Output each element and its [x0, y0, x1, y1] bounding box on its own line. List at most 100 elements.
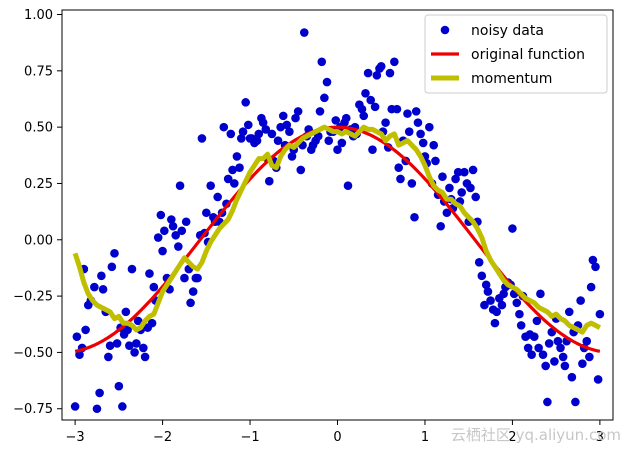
scatter-point — [588, 255, 598, 265]
x-tick-label: 2 — [508, 430, 516, 445]
scatter-point — [92, 404, 102, 414]
scatter-point — [558, 352, 568, 362]
scatter-point — [582, 336, 592, 346]
scatter-point — [81, 325, 90, 335]
plot-area — [70, 28, 605, 414]
legend-box — [424, 14, 608, 94]
scatter-point — [243, 120, 253, 130]
scatter-point — [385, 68, 395, 78]
scatter-point — [438, 172, 447, 181]
scatter-point — [381, 118, 390, 127]
scatter-point — [167, 215, 176, 224]
scatter-point — [206, 181, 215, 191]
scatter-point — [453, 167, 463, 177]
scatter-point — [149, 282, 159, 292]
scatter-point — [357, 104, 367, 114]
scatter-point — [186, 298, 195, 308]
scatter-point — [254, 129, 264, 139]
scatter-point — [322, 77, 332, 87]
scatter-point — [516, 321, 526, 330]
y-tick-label: 0.00 — [24, 233, 53, 248]
plot-series-group — [70, 28, 605, 414]
scatter-point — [436, 221, 446, 231]
scatter-point — [252, 136, 262, 145]
scatter-point — [593, 375, 603, 384]
scatter-point — [359, 111, 369, 121]
scatter-point — [139, 343, 148, 353]
scatter-point — [390, 57, 399, 67]
scatter-point — [480, 300, 489, 310]
scatter-point — [287, 152, 297, 161]
scatter-point — [293, 107, 303, 116]
scatter-point — [282, 120, 292, 130]
y-tick-label: 1.00 — [24, 8, 53, 23]
y-tick-label: 0.50 — [24, 121, 53, 136]
x-tick-label: 0 — [333, 430, 341, 445]
scatter-point — [490, 318, 500, 328]
scatter-point — [72, 332, 82, 341]
scatter-point — [396, 174, 405, 184]
scatter-point — [197, 134, 207, 143]
scatter-point — [168, 221, 178, 231]
scatter-point — [156, 210, 166, 220]
scatter-point — [567, 372, 577, 382]
scatter-point — [410, 212, 419, 222]
scatter-point — [235, 163, 244, 172]
scatter-point — [411, 107, 421, 116]
scatter-point — [532, 316, 542, 326]
scatter-point — [404, 127, 414, 136]
x-tick-label: −1 — [240, 430, 259, 445]
scatter-point — [337, 138, 347, 148]
axes: −3 −2 −1 0 1 2 3 −0.75 −0.50 −0.25 0.00 0.25 0.50 0.7… — [13, 8, 614, 445]
scatter-point — [515, 309, 524, 319]
scatter-point — [586, 282, 596, 292]
scatter-point — [158, 246, 167, 256]
y-tick-label: −0.75 — [13, 402, 53, 417]
scatter-point — [75, 350, 84, 359]
legend-label: original function — [471, 47, 585, 63]
scatter-point — [451, 174, 460, 184]
watermark: 云栖社区 yq.aliyun.com — [450, 426, 621, 444]
momentum-line — [72, 124, 602, 335]
scatter-point — [160, 226, 169, 236]
scatter-point — [372, 71, 382, 80]
scatter-point — [418, 138, 428, 148]
scatter-point — [180, 273, 189, 283]
scatter-point — [278, 111, 288, 121]
scatter-point — [560, 361, 570, 371]
scatter-point — [553, 336, 563, 346]
scatter-point — [121, 307, 131, 317]
scatter-point — [477, 271, 487, 281]
scatter-point — [264, 176, 274, 186]
scatter-point — [445, 183, 454, 193]
scatter-point — [392, 104, 402, 114]
y-tick-label: −0.25 — [13, 290, 53, 305]
scatter-point — [341, 113, 351, 123]
scatter-point — [407, 179, 417, 188]
scatter-point — [499, 289, 508, 299]
x-tick-label: 3 — [596, 430, 604, 445]
scatter-point — [228, 165, 237, 175]
legend-label: noisy data — [471, 23, 544, 39]
scatter-point — [585, 352, 594, 362]
legend-label: momentum — [471, 71, 552, 87]
scatter-point — [331, 116, 341, 125]
scatter-point — [468, 165, 478, 175]
scatter-point — [486, 296, 495, 305]
scatter-point — [238, 127, 248, 136]
scatter-point — [219, 122, 229, 132]
scatter-point — [368, 145, 377, 154]
scatter-point — [317, 57, 327, 67]
scatter-point — [140, 352, 150, 362]
scatter-point — [457, 188, 466, 197]
scatter-point — [171, 230, 180, 240]
scatter-point — [98, 285, 108, 294]
x-tick-label: −2 — [153, 430, 172, 445]
scatter-point — [193, 273, 202, 283]
y-tick-label: −0.50 — [13, 346, 53, 361]
scatter-point — [174, 242, 183, 251]
scatter-point — [213, 192, 222, 202]
scatter-point — [258, 118, 268, 127]
scatter-point — [512, 298, 522, 308]
